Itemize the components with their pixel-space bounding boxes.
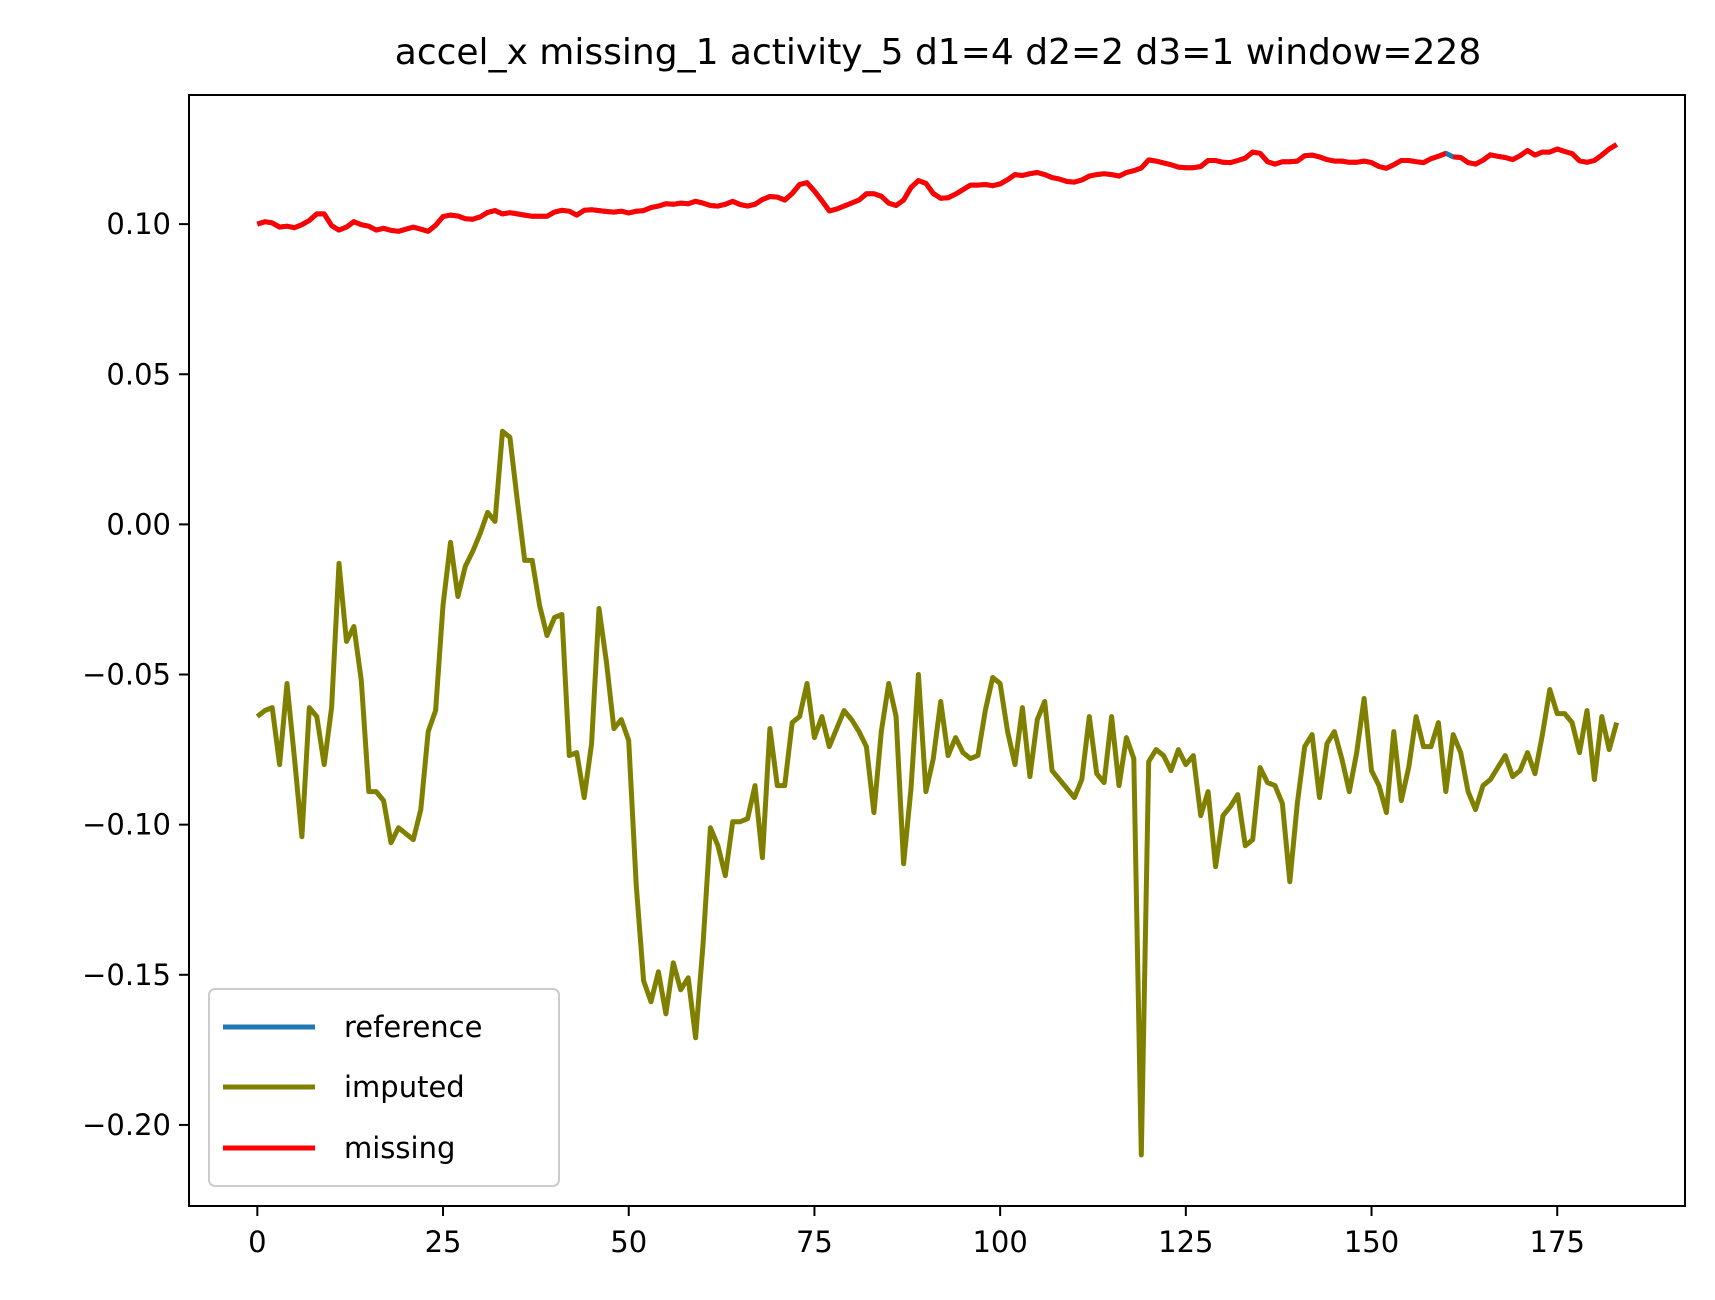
legend-box bbox=[208, 988, 560, 1187]
series-line-missing bbox=[256, 142, 1618, 234]
series-layer bbox=[255, 142, 1620, 1158]
legend-label-reference: reference bbox=[344, 1010, 482, 1044]
plot-frame bbox=[188, 94, 1686, 1207]
series-line-imputed bbox=[255, 428, 1620, 1158]
x-tick-label: 125 bbox=[1158, 1225, 1213, 1259]
x-tick-label: 150 bbox=[1344, 1225, 1399, 1259]
y-tick-label: 0.05 bbox=[106, 357, 171, 391]
chart-title: accel_x missing_1 activity_5 d1=4 d2=2 d… bbox=[395, 32, 1481, 73]
y-tick-label: −0.10 bbox=[82, 808, 171, 842]
y-tick-label: 0.00 bbox=[106, 507, 171, 541]
x-tick-label: 50 bbox=[610, 1225, 647, 1259]
x-tick-label: 175 bbox=[1530, 1225, 1585, 1259]
y-tick-label: −0.15 bbox=[82, 958, 171, 992]
y-axis: 0.10 0.05 0.00 −0.05 −0.10 −0.15 −0.20 bbox=[82, 207, 189, 1142]
legend-label-missing: missing bbox=[344, 1131, 455, 1165]
x-tick-label: 100 bbox=[972, 1225, 1027, 1259]
x-tick-label: 0 bbox=[248, 1225, 266, 1259]
x-tick-label: 75 bbox=[796, 1225, 833, 1259]
legend: reference imputed missing bbox=[208, 988, 560, 1187]
x-tick-label: 25 bbox=[425, 1225, 462, 1259]
y-tick-label: −0.20 bbox=[82, 1108, 171, 1142]
legend-label-imputed: imputed bbox=[344, 1070, 465, 1104]
x-axis: 0 25 50 75 100 125 150 175 bbox=[248, 1206, 1585, 1259]
y-tick-label: −0.05 bbox=[82, 658, 171, 692]
y-tick-label: 0.10 bbox=[106, 207, 171, 241]
